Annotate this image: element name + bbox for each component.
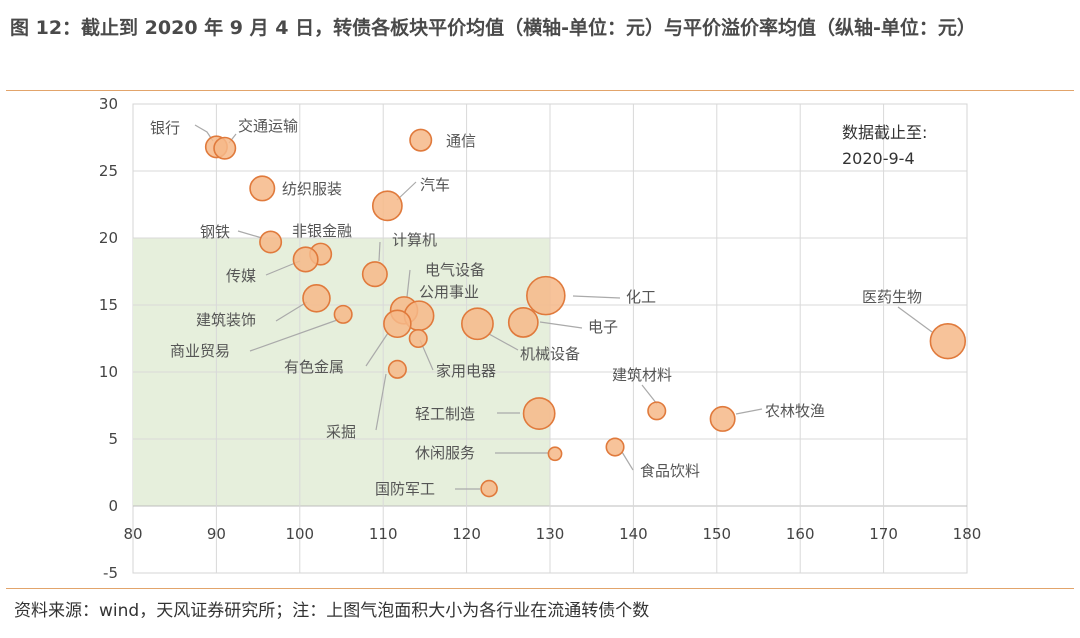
- bubble: [387, 359, 407, 379]
- bubble-label: 食品饮料: [640, 462, 700, 480]
- axis-ticks: 80 90 100 110 120 130 140 150 160 170 180 -5 0 5 10 15 2…: [99, 95, 981, 582]
- chart-title: 图 12：截止到 2020 年 9 月 4 日，转债各板块平价均值（横轴-单位：…: [10, 17, 976, 39]
- bubble: [361, 261, 388, 288]
- x-tick-label: 80: [123, 525, 142, 543]
- leader-line: [365, 332, 389, 367]
- y-tick-label: 5: [108, 430, 118, 448]
- bubble-label: 银行: [150, 119, 180, 137]
- bubble: [507, 307, 539, 338]
- bubble-label: 电气设备: [425, 261, 485, 279]
- bottom-rule: [6, 588, 1074, 589]
- x-tick-label: 100: [285, 525, 314, 543]
- bubble-label: 计算机: [392, 231, 437, 249]
- bubble: [480, 479, 498, 498]
- leader-line: [621, 451, 634, 471]
- leader-line: [539, 321, 583, 329]
- bubble: [929, 322, 967, 360]
- bubble-label: 纺织服装: [282, 180, 342, 198]
- bubble: [526, 275, 566, 316]
- bubble-label: 医药生物: [862, 288, 922, 306]
- x-tick-label: 120: [452, 525, 481, 543]
- leader-line: [378, 241, 381, 262]
- leader-line: [249, 318, 341, 352]
- bubble: [522, 397, 556, 430]
- bubble: [383, 309, 412, 339]
- bubble: [709, 405, 736, 432]
- bubble: [333, 304, 353, 324]
- bubble-label: 公用事业: [419, 283, 479, 301]
- bubble-label: 钢铁: [200, 223, 230, 241]
- leader-line: [375, 373, 387, 431]
- leader-line: [406, 269, 411, 298]
- note-line2: 2020-9-4: [842, 149, 915, 168]
- leader-line: [488, 333, 519, 351]
- note-line1: 数据截止至:: [842, 123, 927, 142]
- bubble-label: 国防军工: [375, 480, 435, 498]
- bubble-label: 休闲服务: [415, 444, 475, 462]
- bubble: [213, 136, 237, 160]
- bubble-label: 化工: [626, 288, 656, 306]
- bubble-label: 传媒: [226, 267, 256, 285]
- x-tick-label: 160: [786, 525, 815, 543]
- x-tick-label: 90: [207, 525, 226, 543]
- bubble-label: 农林牧渔: [765, 402, 825, 420]
- bubble-labels: 银行 交通运输通信纺织服装 汽车钢铁 非银金融计算机传媒 电气设备公用事业 化工建筑装饰商…: [150, 117, 922, 498]
- leader-line: [897, 306, 933, 333]
- bubble: [371, 190, 403, 222]
- y-tick-label: 30: [99, 95, 118, 113]
- leader-line: [572, 295, 621, 299]
- leader-line: [275, 301, 308, 322]
- label-leaders: [194, 124, 933, 490]
- y-tick-label: 20: [99, 229, 118, 247]
- bubble-label: 建筑材料: [612, 366, 672, 384]
- x-tick-label: 180: [953, 525, 982, 543]
- bubble: [292, 246, 319, 273]
- bubble-label: 汽车: [420, 176, 450, 194]
- leader-line: [735, 408, 763, 415]
- bubble-label: 交通运输: [238, 117, 298, 135]
- y-tick-label: 15: [99, 296, 118, 314]
- bubble: [259, 230, 283, 254]
- x-tick-label: 110: [369, 525, 398, 543]
- y-tick-label: 25: [99, 162, 118, 180]
- leader-line: [396, 181, 417, 201]
- y-tick-label: 10: [99, 363, 118, 381]
- bubble-label: 机械设备: [520, 345, 580, 363]
- bubble-label: 采掘: [326, 423, 356, 441]
- leader-line: [641, 384, 658, 405]
- bubble-label: 通信: [446, 132, 476, 150]
- bubble: [249, 175, 276, 202]
- bubble: [409, 128, 433, 152]
- bubble: [547, 446, 563, 462]
- bubble-label: 有色金属: [284, 358, 344, 376]
- y-tick-label: 0: [108, 497, 118, 515]
- bubble: [408, 328, 428, 349]
- bubble-label: 非银金融: [292, 222, 352, 240]
- bubbles: [204, 128, 967, 498]
- bubble: [605, 437, 625, 457]
- y-tick-label: -5: [103, 564, 118, 582]
- bubble-label: 建筑装饰: [196, 311, 256, 329]
- bubble: [302, 284, 331, 313]
- x-tick-label: 150: [702, 525, 731, 543]
- bubble: [461, 307, 494, 341]
- bubble-label: 家用电器: [436, 362, 496, 380]
- x-tick-label: 140: [619, 525, 648, 543]
- bubble-label: 轻工制造: [415, 405, 475, 423]
- bubble-label: 商业贸易: [170, 342, 230, 360]
- x-tick-label: 130: [536, 525, 565, 543]
- source-note: 资料来源：wind，天风证券研究所；注：上图气泡面积大小为各行业在流通转债个数: [14, 601, 650, 621]
- leader-line: [237, 230, 263, 239]
- x-tick-label: 170: [869, 525, 898, 543]
- bubble-label: 电子: [588, 318, 618, 336]
- bubble: [647, 401, 667, 421]
- top-rule: [6, 90, 1074, 91]
